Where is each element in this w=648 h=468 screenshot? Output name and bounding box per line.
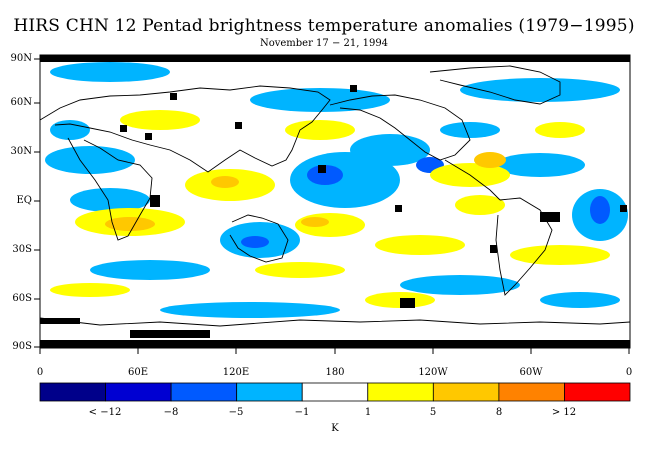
axis-ticks [34, 58, 630, 354]
colorbar-swatch-7 [432, 382, 500, 402]
colorbar-label-8: > 12 [551, 407, 577, 418]
strong-negative-regions [241, 157, 610, 248]
lon-label-60w: 60W [519, 367, 543, 378]
colorbar-label-4: −1 [294, 407, 310, 418]
lon-label-120e: 120E [222, 367, 250, 378]
negative-anomaly-regions [45, 62, 628, 318]
colorbar-swatch-3 [170, 382, 238, 402]
lat-label-60s: 60S [12, 293, 32, 304]
colorbar-label-2: −8 [163, 407, 179, 418]
missing-data-bands [40, 55, 630, 348]
lat-label-90s: 90S [12, 341, 32, 352]
lat-label-30n: 30N [10, 146, 32, 157]
colorbar [39, 382, 631, 402]
lon-label-180: 180 [325, 367, 345, 378]
lon-label-0: 0 [36, 367, 44, 378]
colorbar-swatch-5 [301, 382, 369, 402]
map-subtitle: November 17 − 21, 1994 [259, 38, 389, 49]
colorbar-label-5: 1 [364, 407, 372, 418]
colorbar-label-7: 8 [495, 407, 503, 418]
colorbar-swatch-8 [498, 382, 565, 402]
colorbar-unit: K [331, 423, 339, 434]
lon-label-0-east: 0 [625, 367, 633, 378]
lon-label-60e: 60E [127, 367, 149, 378]
colorbar-swatch-6 [367, 382, 434, 402]
colorbar-label-1: < −12 [88, 407, 122, 418]
lat-label-eq: EQ [16, 195, 33, 206]
colorbar-swatch-2 [105, 382, 172, 402]
colorbar-swatch-9 [564, 382, 631, 402]
colorbar-swatch-1 [39, 382, 106, 402]
map-title: HIRS CHN 12 Pentad brightness temperatur… [13, 16, 635, 36]
coastlines [40, 65, 630, 327]
strong-positive-regions [105, 152, 506, 231]
colorbar-label-6: 5 [429, 407, 437, 418]
lat-label-60n: 60N [10, 97, 32, 108]
lat-label-90n: 90N [10, 53, 32, 64]
lon-label-120w: 120W [418, 367, 448, 378]
lat-label-30s: 30S [12, 244, 32, 255]
colorbar-swatch-4 [236, 382, 303, 402]
colorbar-label-3: −5 [228, 407, 244, 418]
map-field [40, 55, 630, 348]
